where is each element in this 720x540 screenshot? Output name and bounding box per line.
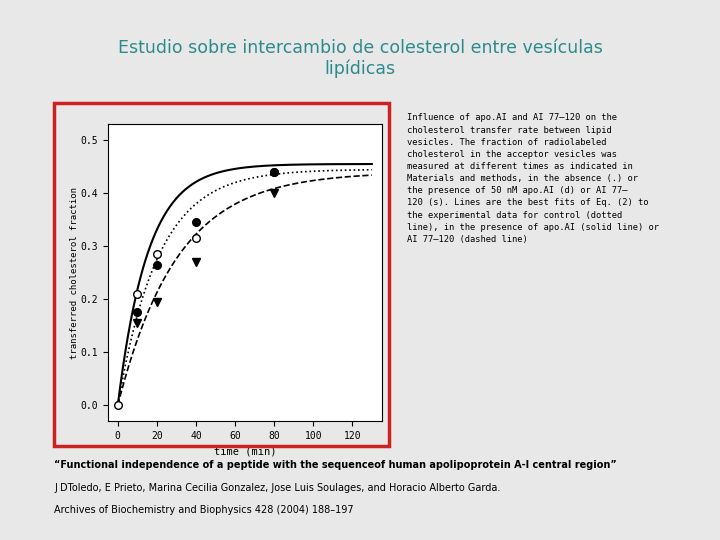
- Y-axis label: transferred cholesterol fraction: transferred cholesterol fraction: [71, 187, 79, 359]
- Text: Estudio sobre intercambio de colesterol entre vesículas: Estudio sobre intercambio de colesterol …: [117, 39, 603, 57]
- Text: Archives of Biochemistry and Biophysics 428 (2004) 188–197: Archives of Biochemistry and Biophysics …: [54, 505, 354, 515]
- Text: lipídicas: lipídicas: [325, 60, 395, 78]
- X-axis label: time (min): time (min): [214, 447, 276, 456]
- Text: Influence of apo.AI and AI 77–120 on the
cholesterol transfer rate between lipid: Influence of apo.AI and AI 77–120 on the…: [407, 113, 659, 244]
- Text: J DToledo, E Prieto, Marina Cecilia Gonzalez, Jose Luis Soulages, and Horacio Al: J DToledo, E Prieto, Marina Cecilia Gonz…: [54, 483, 500, 494]
- Text: “Functional independence of a peptide with the sequenceof human apolipoprotein A: “Functional independence of a peptide wi…: [54, 460, 617, 470]
